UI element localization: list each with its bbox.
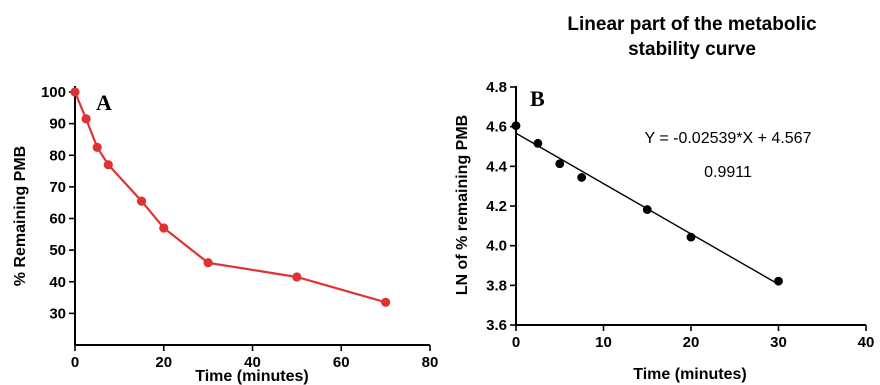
panel-a-x-tick-label: 60 (333, 354, 350, 371)
panel-b-data-point (642, 205, 652, 214)
panel-b-series-points (511, 121, 783, 286)
panel-b-equation: Y = -0.02539*X + 4.567 (645, 130, 812, 147)
panel-a-y-tick-label: 50 (49, 242, 66, 259)
panel-a-data-point (103, 160, 113, 170)
panel-b-y-tick-label: 4.6 (486, 119, 507, 136)
panel-a-y-tick-label: 40 (49, 274, 66, 291)
chart-panel-a: 30 40 50 60 70 80 90 100 0 20 40 60 80 A Time (minu… (12, 84, 438, 385)
panel-a-x-tick-label: 0 (71, 354, 79, 371)
panel-a-data-point (203, 258, 213, 268)
panel-a-data-point (81, 114, 91, 124)
panel-b-x-axis-title: Time (minutes) (633, 366, 747, 383)
panel-a-data-point (70, 87, 80, 97)
panel-b-data-point (533, 138, 543, 148)
panel-b-y-tick-label: 4.8 (486, 79, 507, 96)
panel-a-series-line (73, 91, 386, 304)
panel-b-y-tick-label: 4.4 (486, 158, 508, 175)
panel-a-data-point (292, 272, 302, 282)
panel-b-x-tick-label: 40 (858, 334, 875, 351)
panel-a-y-ticks: 30 40 50 60 70 80 90 100 (41, 84, 75, 322)
panel-b-x-tick-label: 10 (595, 334, 612, 351)
panel-a-y-tick-label: 80 (49, 147, 66, 164)
panel-b-x-tick-label: 30 (770, 334, 787, 351)
panel-a-data-point (136, 196, 147, 206)
panel-b-data-point (774, 276, 783, 286)
panel-a-data-point (92, 142, 102, 152)
panel-b-y-tick-label: 4.2 (486, 198, 507, 215)
panel-a-y-tick-label: 70 (49, 179, 66, 196)
panel-a-y-axis-title: % Remaining PMB (12, 146, 29, 286)
panel-a-series-points (70, 87, 391, 307)
panel-b-title-line-2: stability curve (628, 39, 756, 60)
panel-a-y-tick-label: 90 (49, 116, 66, 133)
panel-a-y-tick-label: 30 (49, 305, 66, 322)
panel-a-x-ticks: 0 20 40 60 80 (71, 345, 439, 371)
panel-b-data-point (511, 121, 521, 131)
panel-b-x-tick-label: 0 (512, 334, 520, 351)
panel-b-data-point (686, 232, 696, 242)
panel-b-x-ticks: 0 10 20 30 40 (512, 325, 875, 351)
panel-a-letter: A (96, 90, 112, 115)
panel-a-x-tick-label: 40 (244, 354, 261, 371)
panel-a-x-tick-label: 80 (422, 354, 439, 371)
panel-b-y-axis-title: LN of % remaining PMB (454, 115, 471, 295)
panel-a-data-point (159, 223, 169, 233)
panel-a-y-tick-label: 100 (41, 84, 66, 101)
panel-b-data-point (577, 173, 587, 182)
panel-b-y-ticks: 3.6 3.8 4.0 4.2 4.4 4.6 4.8 (486, 79, 516, 334)
panel-b-x-tick-label: 20 (683, 334, 700, 351)
panel-a-data-point (381, 297, 391, 307)
panel-b-r-squared: 0.9911 (704, 164, 752, 181)
panel-b-letter: B (530, 86, 545, 111)
panel-a-y-tick-label: 60 (49, 211, 66, 228)
panel-b-y-tick-label: 3.8 (486, 277, 507, 294)
chart-panel-b: Linear part of the metabolic stability c… (454, 14, 874, 383)
panel-b-y-tick-label: 3.6 (486, 317, 507, 334)
panel-b-data-point (555, 159, 565, 169)
panel-b-title-line-1: Linear part of the metabolic (567, 14, 817, 35)
panel-b-y-tick-label: 4.0 (486, 238, 507, 255)
panel-a-x-tick-label: 20 (155, 354, 172, 371)
panel-a-x-axis-title: Time (minutes) (195, 368, 309, 385)
